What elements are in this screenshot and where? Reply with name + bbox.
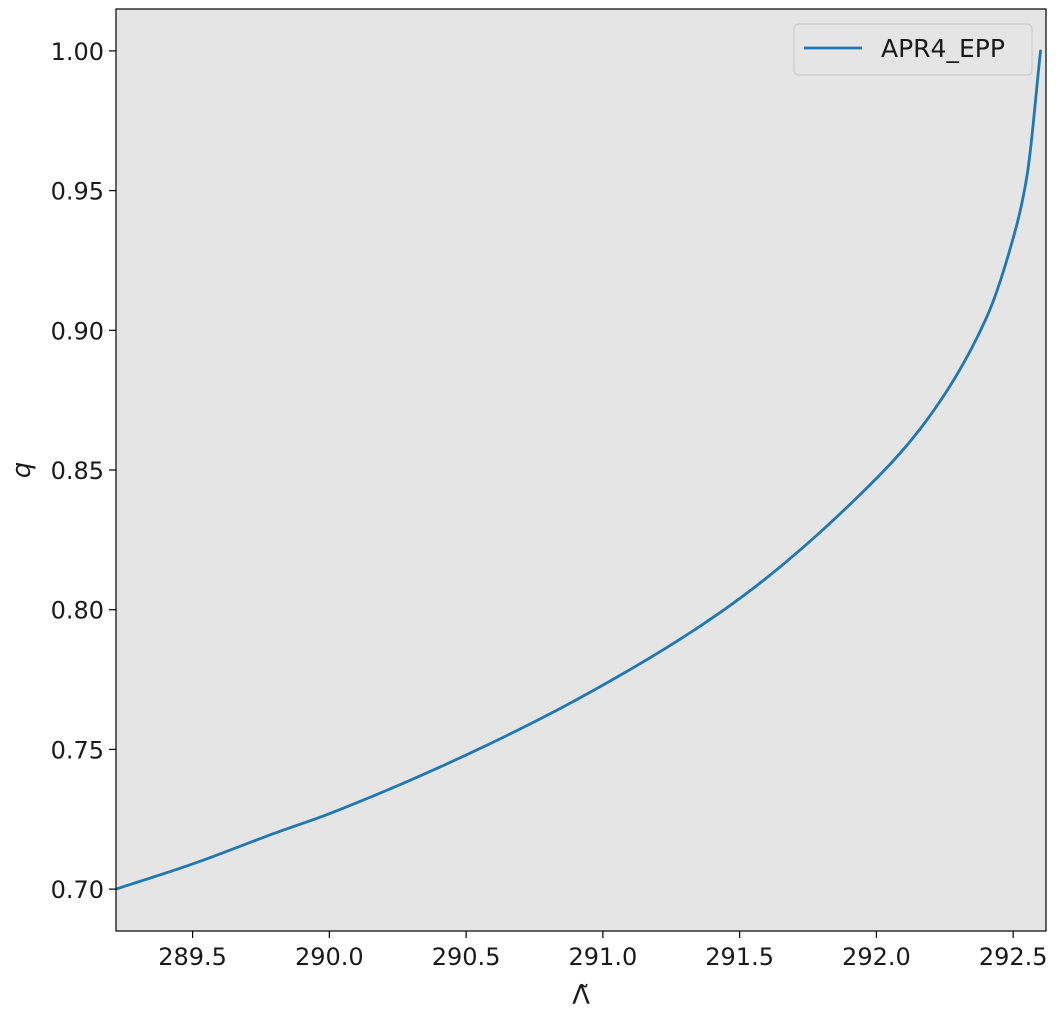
x-tick-label: 290.0 xyxy=(295,943,364,971)
x-tick-label: 289.5 xyxy=(158,943,227,971)
x-tick-label: 290.5 xyxy=(432,943,501,971)
legend-label-apr4-epp: APR4_EPP xyxy=(881,34,1005,63)
x-axis-label: Λ̃ xyxy=(572,981,590,1011)
plot-area xyxy=(116,9,1046,931)
legend: APR4_EPP xyxy=(793,23,1033,76)
x-tick-label: 291.5 xyxy=(705,943,774,971)
y-tick-label: 0.80 xyxy=(51,597,104,625)
y-tick-label: 0.90 xyxy=(51,317,104,345)
y-tick-label: 0.85 xyxy=(51,457,104,485)
y-tick-label: 1.00 xyxy=(51,38,104,66)
x-tick-label: 291.0 xyxy=(569,943,638,971)
x-tick-label: 292.0 xyxy=(842,943,911,971)
y-tick-label: 0.75 xyxy=(51,736,104,764)
axis-ticks: 289.5 290.0 290.5 291.0 291.5 292.0 292.5 0.70 0… xyxy=(51,38,1048,971)
plot-frame xyxy=(115,8,1047,932)
x-tick-label: 292.5 xyxy=(979,943,1048,971)
y-axis-label: q xyxy=(7,462,37,479)
series-layer xyxy=(116,49,1042,891)
series-line-0 xyxy=(116,49,1042,891)
legend-box xyxy=(793,23,1033,76)
y-tick-label: 0.95 xyxy=(51,178,104,206)
y-tick-label: 0.70 xyxy=(51,876,104,904)
